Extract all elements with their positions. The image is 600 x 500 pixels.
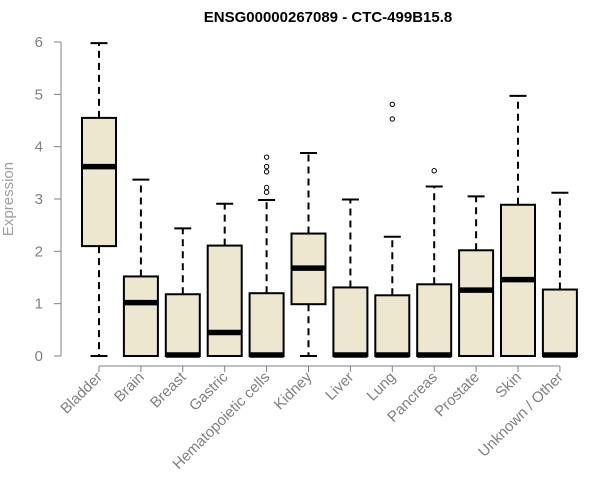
x-tick-label: Breast (147, 368, 190, 411)
box-brain (122, 178, 159, 358)
outlier-point (389, 101, 395, 107)
box-skin (500, 94, 536, 357)
outlier-point (263, 163, 270, 170)
x-tick-label: Bladder (57, 369, 106, 418)
box-iqr (206, 244, 243, 357)
box-iqr (374, 294, 411, 358)
y-tick-label: 4 (35, 139, 43, 156)
chart-title: ENSG00000267089 - CTC-499B15.8 (204, 9, 452, 26)
outlier-point (263, 154, 270, 160)
x-tick-label: Skin (492, 369, 525, 402)
y-tick-label: 1 (35, 296, 43, 313)
x-tick-label: Lung (364, 369, 400, 405)
box-lung (374, 101, 411, 358)
box-iqr (248, 292, 285, 358)
box-iqr (416, 283, 453, 357)
box-breast (164, 227, 201, 358)
box-iqr (122, 275, 159, 358)
box-hematopoietic-cells (248, 154, 285, 358)
y-tick-label: 5 (35, 86, 43, 103)
outlier-point (263, 189, 270, 195)
box-kidney (290, 151, 327, 357)
box-pancreas (416, 168, 453, 358)
box-iqr (81, 116, 117, 248)
plot-area (81, 42, 578, 358)
y-tick-label: 0 (35, 348, 43, 365)
outlier-point (263, 169, 270, 175)
x-tick-label: Liver (322, 369, 357, 404)
outlier-point (431, 168, 437, 174)
outlier-point (263, 184, 270, 191)
x-tick-label: Prostate (431, 369, 483, 421)
y-tick-label: 6 (35, 34, 43, 51)
box-liver (332, 198, 369, 358)
box-iqr (458, 249, 495, 357)
y-tick-label: 3 (35, 191, 43, 208)
x-tick-label: Kidney (271, 368, 316, 413)
box-unknown-other (541, 191, 578, 358)
box-bladder (81, 42, 117, 357)
box-iqr (332, 286, 369, 357)
outlier-point (389, 116, 395, 122)
box-iqr (541, 288, 578, 357)
box-gastric (206, 202, 243, 357)
y-tick-label: 2 (35, 243, 43, 260)
x-tick-label: Brain (111, 369, 148, 406)
box-iqr (164, 293, 201, 358)
y-axis: 0 1 2 3 4 5 6 (35, 34, 62, 365)
y-axis-label: Expression (0, 162, 17, 236)
box-prostate (458, 195, 495, 357)
